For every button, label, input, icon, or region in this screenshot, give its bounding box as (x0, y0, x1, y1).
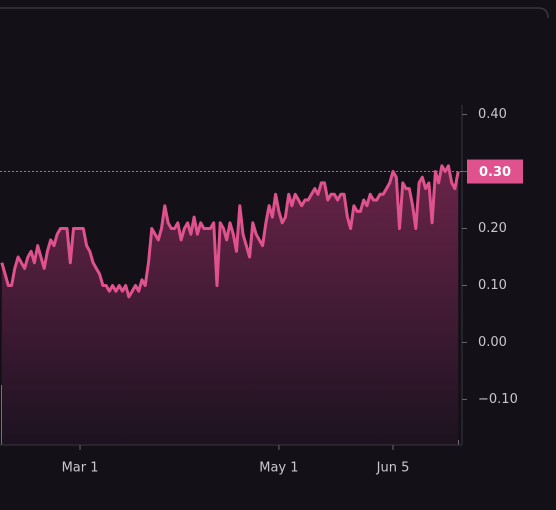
y-tick-label: 0.00 (478, 335, 507, 350)
area-fill (1, 165, 459, 446)
y-tick-label: −0.10 (478, 392, 518, 407)
plot: 0.40 0.30 0.20 0.10 0.00 −0.10 Mar 1 May 1 Jun 5… (0, 105, 523, 476)
price-label: 0.30 (479, 165, 511, 180)
x-tick-label: Jun 5 (376, 461, 410, 476)
x-tick-label: Mar 1 (62, 461, 99, 476)
panel-border (0, 7, 549, 19)
y-tick-label: 0.10 (478, 278, 507, 293)
price-badge (467, 159, 523, 184)
y-tick-label: 0.20 (478, 221, 507, 236)
line (0, 164, 460, 299)
y-tick-label: 0.40 (478, 107, 507, 122)
x-tick-label: May 1 (259, 461, 298, 476)
